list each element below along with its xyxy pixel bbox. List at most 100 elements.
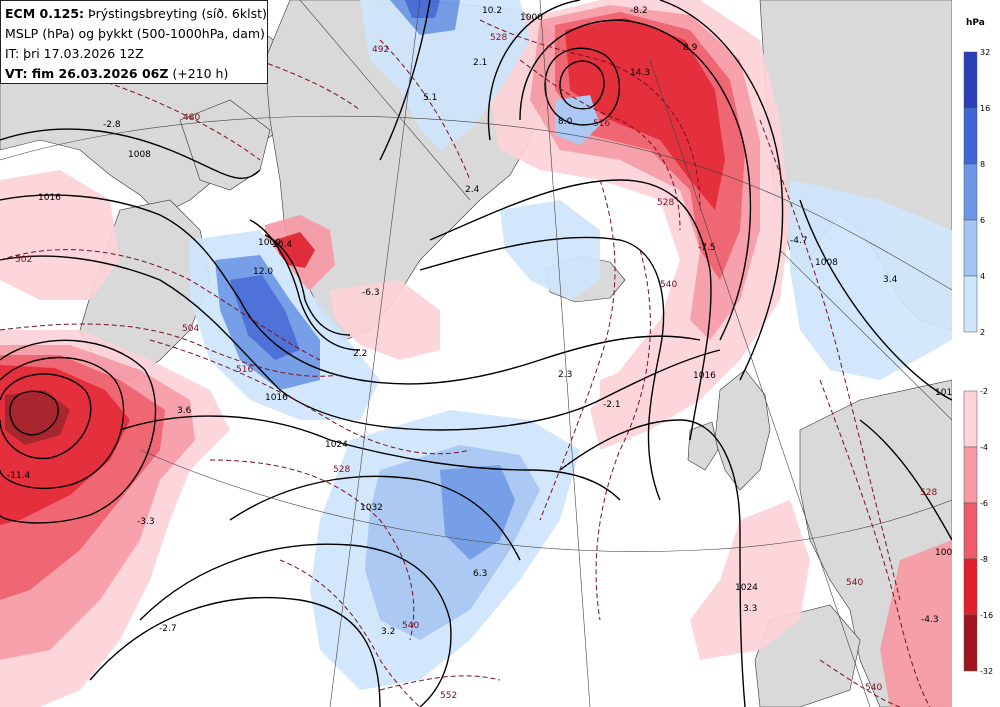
field-name: Þrýstingsbreyting (síð. 6klst)	[84, 6, 267, 21]
thickness-line	[379, 39, 471, 181]
change-value: -3.3	[137, 517, 155, 527]
isobar-label: 1016	[935, 388, 952, 398]
isobar-label: 1016	[693, 371, 716, 381]
change-value: 5.1	[423, 93, 437, 103]
title-line-2: MSLP (hPa) og þykkt (500-1000hPa, dam)	[5, 26, 265, 41]
isobar-label: 1008	[935, 548, 952, 558]
colorbar-tick-label: -6	[980, 499, 988, 508]
thickness-label: 528	[920, 488, 937, 498]
isobar-line	[487, 0, 784, 381]
colorbar-legend: hPa 32 16 8 6 4 2 -2 -4 -6 -8 -16 -32	[952, 0, 1000, 707]
graticule-layer	[0, 0, 952, 707]
change-value: 3.3	[743, 604, 757, 614]
colorbar-tick-label: -2	[980, 387, 988, 396]
isobar-low-ring	[0, 356, 125, 489]
change-value: -4.7	[790, 236, 808, 246]
land-ireland	[687, 421, 719, 471]
colorbar-swatch	[963, 614, 978, 672]
rise-area-scandinavia	[790, 180, 952, 380]
colorbar-swatch	[963, 502, 978, 560]
colorbar-swatch	[963, 219, 978, 277]
rise-area-small	[555, 95, 600, 145]
thickness-line	[0, 323, 341, 377]
thickness-label: 502	[15, 255, 32, 265]
colorbar-tick-label: -16	[980, 611, 993, 620]
isobar-label: 1024	[735, 583, 758, 593]
change-value: -2.8	[103, 120, 121, 130]
colorbar-tick-label: 4	[980, 272, 985, 281]
fall-area-pink4	[880, 540, 952, 707]
thickness-line	[279, 559, 421, 707]
thickness-label: 540	[846, 578, 863, 588]
thickness-label: 480	[183, 113, 200, 123]
change-value: 14.3	[630, 68, 650, 78]
rise-area-east	[500, 200, 600, 300]
colorbar-swatch	[963, 390, 978, 448]
change-value: -2.1	[603, 400, 621, 410]
rise-area-atlantic-8	[440, 465, 515, 560]
colorbar-tick-label: 6	[980, 216, 985, 225]
forecast-lead: (+210 h)	[168, 66, 229, 81]
change-value: 2.4	[465, 185, 480, 195]
thickness-label: 540	[402, 621, 419, 631]
colorbar-swatch	[963, 558, 978, 616]
thickness-label-layer: 480 492 502 504 516 528 540 552 528 540 …	[15, 33, 937, 701]
thickness-label: 492	[372, 45, 389, 55]
change-value: -6.3	[362, 288, 380, 298]
rise-area-greenland-n-16	[405, 0, 440, 18]
isobar-line	[429, 179, 712, 441]
thickness-line	[539, 179, 616, 521]
thickness-label: 540	[865, 683, 882, 693]
colorbar-swatch	[963, 446, 978, 504]
colorbar-positive: 32 16 8 6 4 2	[963, 48, 990, 337]
isobar-label-layer: 1008 1016 1016 1024 1032 1000 1024 1016 …	[38, 13, 952, 593]
isobar-line	[229, 475, 521, 561]
thickness-line	[519, 59, 681, 231]
thickness-line	[819, 379, 931, 707]
isobar-line	[0, 255, 721, 431]
change-value: 12.0	[253, 267, 273, 277]
isobar-line	[419, 236, 665, 501]
change-value: 2.1	[473, 58, 487, 68]
colorbar-tick-label: 32	[980, 48, 990, 57]
isobar-label: 1000	[258, 238, 281, 248]
change-value: -4.3	[921, 615, 939, 625]
thickness-layer	[0, 19, 931, 707]
isobar-layer	[0, 0, 952, 707]
thickness-label: 516	[593, 119, 610, 129]
change-value: 3.4	[883, 275, 898, 285]
thickness-line	[149, 339, 471, 455]
title-line-1: ECM 0.125: Þrýstingsbreyting (síð. 6klst…	[5, 4, 267, 24]
fall-area-pink1	[330, 280, 440, 360]
colorbar-tick-label: 8	[980, 160, 985, 169]
isobar-label: 1008	[128, 150, 151, 160]
colorbar-swatch	[963, 275, 978, 333]
thickness-line	[0, 249, 321, 361]
change-value: -7.5	[698, 243, 716, 253]
isobar-label: 1008	[815, 258, 838, 268]
change-label-layer: 10.2 2.1 5.1 -2.8 -8.2 8.9 14.3 8.0 2.4 …	[7, 6, 939, 637]
colorbar-swatch	[963, 51, 978, 109]
isobar-line	[119, 415, 621, 501]
isobar-line	[264, 234, 351, 336]
fall-area-pink3	[690, 500, 810, 660]
colorbar-swatch	[963, 107, 978, 165]
graticule-line	[779, 249, 952, 421]
change-value: 8.9	[683, 43, 698, 53]
pressure-change-layer	[0, 0, 952, 707]
thickness-line	[595, 249, 651, 621]
thickness-label: 528	[490, 33, 507, 43]
graticule-line	[139, 449, 952, 552]
isobar-line	[249, 219, 361, 351]
thickness-label: 516	[236, 365, 253, 375]
graticule-line	[539, 0, 591, 707]
graticule-line	[329, 0, 421, 707]
graticule-line	[0, 115, 952, 291]
thickness-label: 540	[660, 280, 677, 290]
colorbar-tick-label: 2	[980, 328, 985, 337]
thickness-line	[199, 39, 361, 111]
fall-area-pink5	[0, 170, 120, 300]
colorbar-swatch	[963, 163, 978, 221]
isobar-low-ring	[9, 390, 59, 436]
